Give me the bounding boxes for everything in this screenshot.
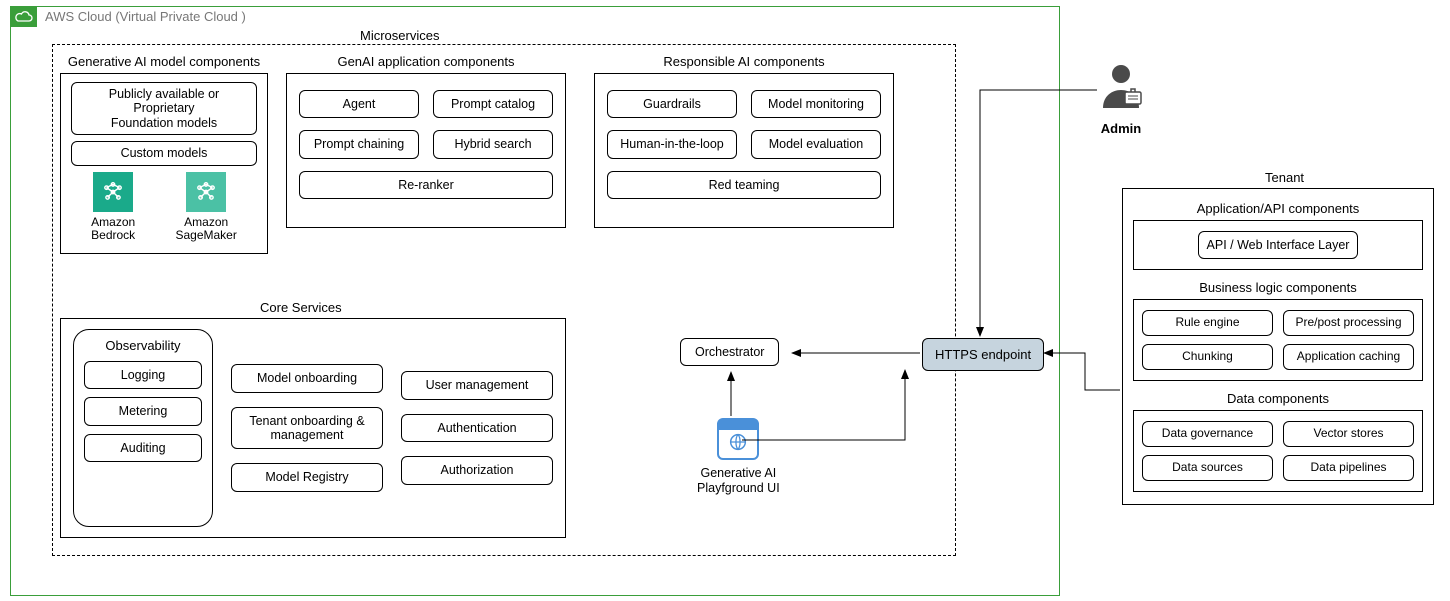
model-registry-box: Model Registry bbox=[231, 463, 383, 491]
https-endpoint-node: HTTPS endpoint bbox=[922, 338, 1044, 371]
foundation-models-box: Publicly available orProprietaryFoundati… bbox=[71, 82, 257, 135]
admin-icon bbox=[1097, 62, 1145, 119]
genai-model-title: Generative AI model components bbox=[60, 54, 268, 69]
red-teaming-box: Red teaming bbox=[607, 171, 881, 199]
sagemaker-label: AmazonSageMaker bbox=[175, 216, 236, 244]
prompt-catalog-box: Prompt catalog bbox=[433, 90, 553, 118]
data-sources-box: Data sources bbox=[1142, 455, 1273, 481]
api-layer-box: API / Web Interface Layer bbox=[1198, 231, 1358, 259]
observability-group: Observability Logging Metering Auditing bbox=[73, 329, 213, 527]
playground-node: Generative AIPlayfground UI bbox=[697, 418, 780, 496]
custom-models-box: Custom models bbox=[71, 141, 257, 165]
guardrails-box: Guardrails bbox=[607, 90, 737, 118]
auditing-box: Auditing bbox=[84, 434, 202, 462]
rule-engine-box: Rule engine bbox=[1142, 310, 1273, 336]
hybrid-search-box: Hybrid search bbox=[433, 130, 553, 158]
tenant-onboarding-box: Tenant onboarding & management bbox=[231, 407, 383, 450]
genai-app-group: GenAI application components Agent Promp… bbox=[286, 54, 566, 228]
authentication-box: Authentication bbox=[401, 414, 553, 442]
data-pipelines-box: Data pipelines bbox=[1283, 455, 1414, 481]
agent-box: Agent bbox=[299, 90, 419, 118]
user-mgmt-box: User management bbox=[401, 371, 553, 399]
orchestrator-node: Orchestrator bbox=[680, 338, 779, 366]
metering-box: Metering bbox=[84, 397, 202, 425]
human-loop-box: Human-in-the-loop bbox=[607, 130, 737, 158]
responsible-ai-title: Responsible AI components bbox=[594, 54, 894, 69]
playground-label: Generative AIPlayfground UI bbox=[697, 466, 780, 496]
app-caching-box: Application caching bbox=[1283, 344, 1414, 370]
bedrock-icon bbox=[93, 172, 133, 212]
core-services-title: Core Services bbox=[260, 300, 342, 315]
model-monitoring-box: Model monitoring bbox=[751, 90, 881, 118]
admin-node: Admin bbox=[1097, 62, 1145, 136]
data-components-title: Data components bbox=[1133, 391, 1423, 406]
api-components-title: Application/API components bbox=[1133, 201, 1423, 216]
playground-icon bbox=[717, 418, 759, 460]
prompt-chaining-box: Prompt chaining bbox=[299, 130, 419, 158]
admin-label: Admin bbox=[1097, 121, 1145, 136]
model-eval-box: Model evaluation bbox=[751, 130, 881, 158]
reranker-box: Re-ranker bbox=[299, 171, 553, 199]
genai-app-title: GenAI application components bbox=[286, 54, 566, 69]
microservices-title: Microservices bbox=[360, 28, 439, 43]
bedrock-label: AmazonBedrock bbox=[91, 216, 135, 244]
tenant-title: Tenant bbox=[1265, 170, 1304, 185]
sagemaker-icon bbox=[186, 172, 226, 212]
cloud-icon bbox=[11, 7, 37, 27]
vector-stores-box: Vector stores bbox=[1283, 421, 1414, 447]
authorization-box: Authorization bbox=[401, 456, 553, 484]
chunking-box: Chunking bbox=[1142, 344, 1273, 370]
logging-box: Logging bbox=[84, 361, 202, 389]
responsible-ai-group: Responsible AI components Guardrails Mod… bbox=[594, 54, 894, 228]
sagemaker-service: AmazonSageMaker bbox=[175, 172, 236, 244]
business-logic-title: Business logic components bbox=[1133, 280, 1423, 295]
observability-title: Observability bbox=[84, 338, 202, 353]
data-gov-box: Data governance bbox=[1142, 421, 1273, 447]
prepost-box: Pre/post processing bbox=[1283, 310, 1414, 336]
orchestrator-label: Orchestrator bbox=[680, 338, 779, 366]
genai-model-group: Generative AI model components Publicly … bbox=[60, 54, 268, 254]
tenant-group: Application/API components API / Web Int… bbox=[1122, 188, 1434, 505]
cloud-title: AWS Cloud (Virtual Private Cloud ) bbox=[45, 9, 246, 24]
model-onboarding-box: Model onboarding bbox=[231, 364, 383, 392]
core-services-group: Observability Logging Metering Auditing … bbox=[60, 318, 566, 538]
bedrock-service: AmazonBedrock bbox=[91, 172, 135, 244]
